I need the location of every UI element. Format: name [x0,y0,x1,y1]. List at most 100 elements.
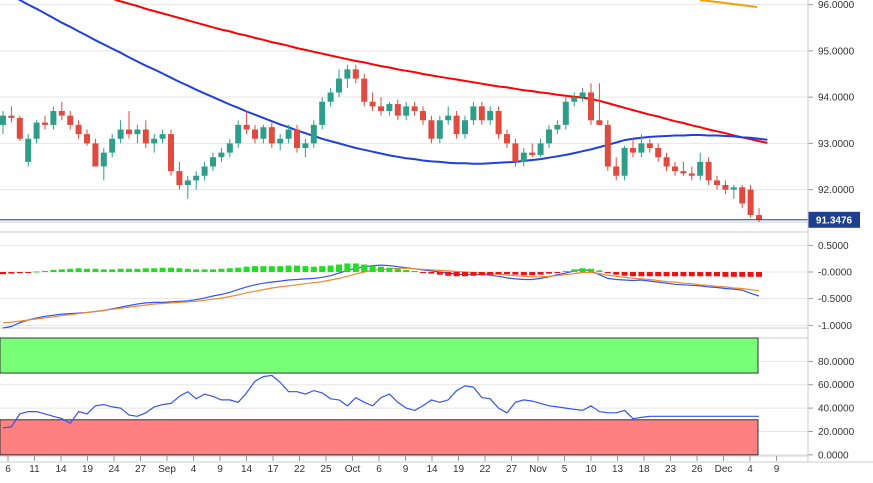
macd-histogram-bar [285,265,292,272]
macd-histogram-bar [571,269,578,272]
macd-histogram-bar [411,270,418,272]
candle-body [571,97,578,102]
macd-histogram-bar [579,268,586,272]
candle-body [142,129,149,144]
time-tick-label: 26 [691,464,703,475]
candlesticks [0,64,762,222]
macd-histogram-bar [655,272,662,277]
macd-histogram-bar [327,265,334,272]
time-tick-label: Dec [715,464,733,475]
macd-histogram-bar [159,267,166,272]
time-tick-label: 27 [506,464,518,475]
candlestick [361,74,368,107]
candlestick [201,161,208,181]
macd-histogram-bar [142,268,149,272]
candlestick [210,152,216,172]
candlestick [352,64,359,84]
price-tick-label: 96.0000 [818,0,855,11]
macd-histogram-bar [697,272,704,277]
candle-body [243,124,250,130]
candlestick [495,106,502,139]
candle-body [260,127,267,139]
candlestick [588,83,594,125]
macd-tick-label: 0.5000 [818,241,849,252]
candle-body [84,134,90,144]
candlestick [680,161,687,176]
candle-body [159,134,166,139]
candle-body [697,161,704,176]
candle-body [235,124,242,144]
candle-body [520,152,527,162]
time-tick-label: 27 [135,464,147,475]
time-tick-label: 11 [29,464,40,475]
candle-body [537,143,544,155]
time-tick-label: 4 [747,464,753,475]
macd-histogram-bar [462,272,468,277]
osc-tick-label: 40.0000 [818,404,855,415]
time-tick-label: 5 [562,464,568,475]
macd-histogram-bar [495,272,502,275]
candle-body [336,78,342,93]
candlestick [184,175,191,199]
candlestick [252,124,258,144]
macd-histogram-bar [672,272,678,277]
macd-histogram-bar [537,272,544,275]
macd-histogram-bar [646,272,653,277]
macd-tick-label: -1.0000 [818,321,852,332]
candle-body [470,106,477,121]
candle-body [369,101,376,107]
candlestick [226,138,233,158]
macd-histogram-bar [277,266,284,272]
candle-body [613,166,620,176]
macd-histogram-bar [504,272,510,275]
candle-body [436,120,443,139]
candlestick [630,138,636,158]
time-tick-label: 22 [479,464,491,475]
macd-histogram-bar [117,268,124,272]
candle-body [109,138,116,153]
candle-body [302,143,309,148]
candlestick [235,120,242,148]
candle-body [655,148,662,158]
oversold-zone [0,419,759,456]
macd-histogram-bar [403,269,410,272]
macd-histogram-bar [33,271,40,273]
candlestick [310,120,317,148]
candlestick [697,152,704,181]
candlestick [134,124,141,144]
candle-body [403,106,410,116]
macd-tick-label: -0.5000 [818,294,852,305]
price-gridlines [0,4,808,223]
candlestick [445,106,452,125]
candlestick [579,87,586,102]
candlestick [50,106,57,130]
macd-histogram-bar [58,269,65,272]
candle-body [394,104,401,116]
candlestick [92,138,99,167]
macd-histogram-bar [268,266,275,272]
osc-tick-label: 80.0000 [818,357,855,368]
candlestick [672,161,678,176]
candle-body [529,152,536,155]
candlestick [646,138,653,153]
time-tick-label: 19 [453,464,465,475]
candlestick [596,83,603,125]
candle-body [344,69,351,79]
macd-histogram-bar [226,268,233,272]
macd-histogram-bar [361,264,368,272]
candlestick [260,124,267,144]
candlestick [655,143,662,162]
candlestick [470,101,477,125]
macd-histogram-bar [420,272,426,273]
last-price-label: 91.3476 [816,215,853,226]
moving-average-red [113,0,768,144]
candle-body [588,92,594,121]
candle-body [714,180,720,185]
macd-histogram-bar [596,270,603,272]
candlestick [504,129,510,148]
macd-axis: 0.5000 -0.0000 -0.5000 -1.0000 [808,241,852,332]
candle-body [92,143,99,167]
candlestick [268,122,275,148]
candle-body [33,122,40,139]
